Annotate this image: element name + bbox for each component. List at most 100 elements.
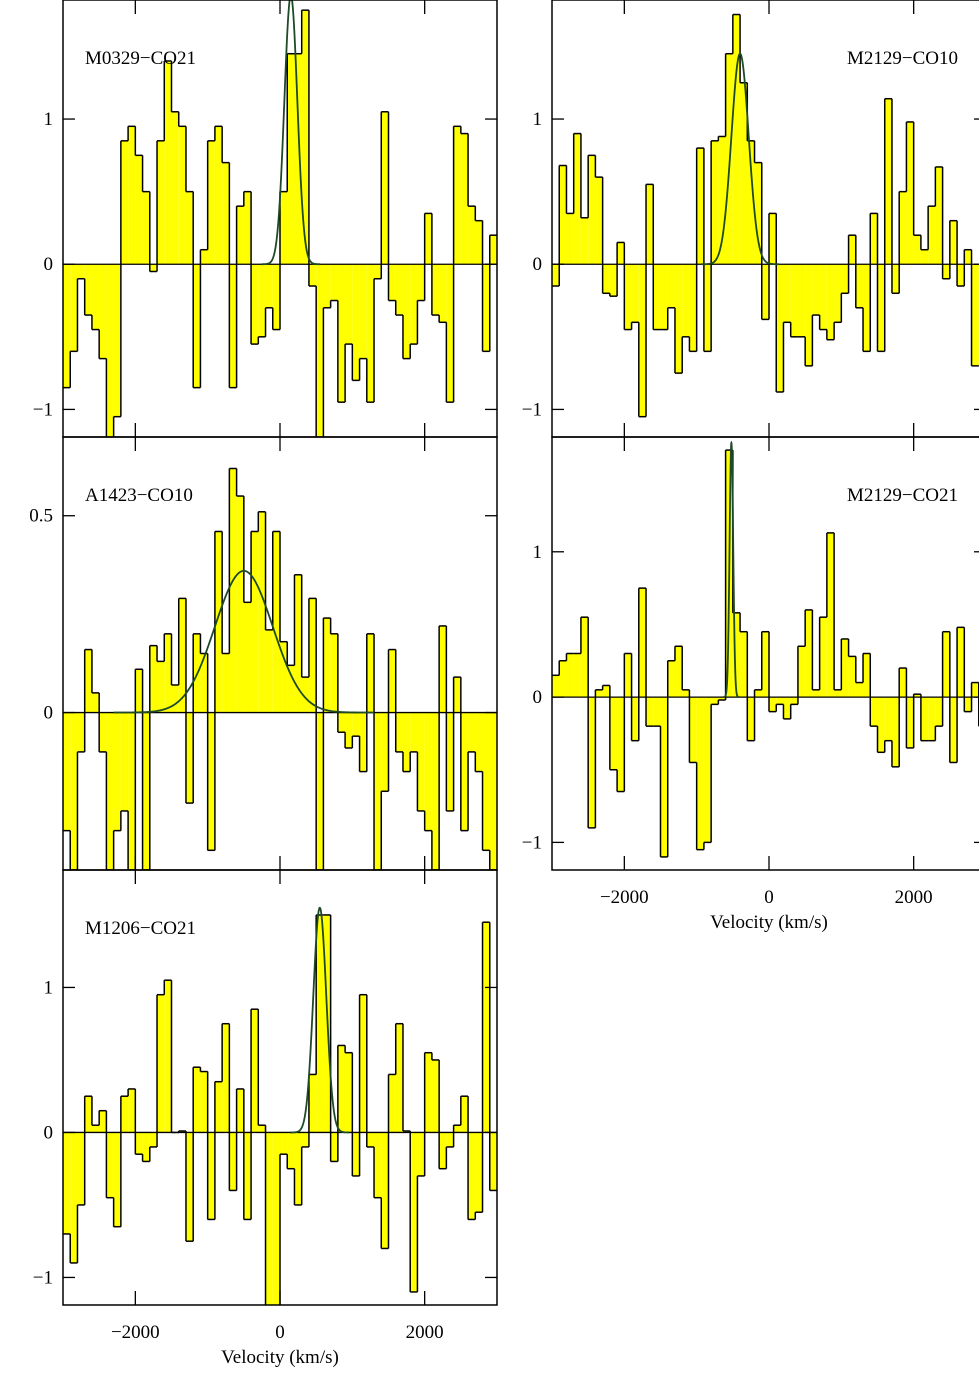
bar xyxy=(164,980,172,1133)
bar xyxy=(631,264,639,323)
bar xyxy=(200,249,208,265)
bar xyxy=(431,1059,440,1133)
bar xyxy=(696,697,704,850)
bar xyxy=(595,689,603,698)
bar xyxy=(330,633,338,713)
bar xyxy=(91,264,100,330)
bar xyxy=(301,1132,309,1147)
bar xyxy=(667,264,675,308)
bar xyxy=(120,712,129,811)
bar xyxy=(826,264,835,340)
bar xyxy=(453,1125,461,1133)
bar xyxy=(316,914,324,1133)
bar xyxy=(395,264,403,316)
bar xyxy=(928,697,936,741)
bar xyxy=(797,264,806,337)
bar xyxy=(703,264,712,352)
bar xyxy=(834,689,842,698)
bar xyxy=(935,697,943,727)
bar xyxy=(316,712,324,870)
y-tick-label: 0 xyxy=(533,254,543,275)
bar xyxy=(366,264,375,403)
bar xyxy=(489,1132,497,1191)
bar xyxy=(468,1132,476,1220)
bar xyxy=(229,264,237,388)
bar xyxy=(964,697,972,712)
bar xyxy=(395,1023,403,1133)
bar xyxy=(337,1045,346,1133)
bar xyxy=(747,697,755,741)
bar xyxy=(446,1132,454,1147)
bar xyxy=(63,264,71,388)
bar xyxy=(891,697,900,767)
panel xyxy=(63,467,497,870)
bar xyxy=(222,162,230,265)
bar xyxy=(446,712,454,811)
bar xyxy=(884,697,892,741)
bar xyxy=(410,712,418,752)
x-tick-label: 0 xyxy=(275,1322,285,1343)
bar xyxy=(388,1074,396,1133)
bar xyxy=(316,264,324,437)
bar xyxy=(609,697,618,770)
bar xyxy=(229,468,237,713)
panel xyxy=(552,440,979,858)
bar xyxy=(834,264,842,323)
bar xyxy=(595,177,603,265)
bar xyxy=(157,994,165,1133)
bar xyxy=(660,264,668,330)
bar xyxy=(214,531,223,713)
gaussian-fit xyxy=(701,52,780,266)
bar xyxy=(323,618,331,713)
bar xyxy=(754,162,762,265)
bar xyxy=(566,213,574,265)
bar xyxy=(899,191,907,265)
bar xyxy=(460,133,469,265)
bar xyxy=(783,697,791,719)
bar xyxy=(236,1088,244,1133)
x-tick-label: 2000 xyxy=(895,887,933,908)
bar xyxy=(747,140,755,265)
panel-label: M2129−CO10 xyxy=(847,48,958,69)
bar xyxy=(142,1132,150,1162)
bar xyxy=(157,140,165,265)
bar xyxy=(374,264,382,279)
bar xyxy=(884,98,892,265)
bar xyxy=(185,1132,194,1242)
bar xyxy=(402,712,411,772)
bar xyxy=(942,264,950,279)
bar xyxy=(848,656,856,698)
bar xyxy=(819,617,827,698)
bar xyxy=(841,638,849,698)
bar xyxy=(294,574,302,713)
bar xyxy=(287,665,295,713)
bar xyxy=(761,631,769,698)
bar xyxy=(797,646,806,698)
x-tick-label: −2000 xyxy=(600,887,649,908)
bar xyxy=(653,264,661,330)
bar xyxy=(301,10,309,265)
x-axis-label: Velocity (km/s) xyxy=(221,1347,339,1368)
bar xyxy=(120,1096,129,1133)
bar xyxy=(957,627,965,698)
bar xyxy=(77,712,85,752)
bar xyxy=(468,206,476,265)
bar xyxy=(214,126,223,265)
bar xyxy=(855,264,864,308)
bar xyxy=(588,155,596,265)
bar xyxy=(935,166,943,265)
bar xyxy=(164,633,172,713)
bar xyxy=(207,712,215,851)
bar xyxy=(135,155,143,265)
bar xyxy=(330,1132,338,1162)
bar xyxy=(142,712,150,870)
bar xyxy=(460,712,469,831)
bar xyxy=(906,121,914,265)
bar xyxy=(769,213,777,265)
bar xyxy=(453,126,461,265)
bar xyxy=(236,206,244,265)
bar xyxy=(402,264,411,359)
bar xyxy=(337,264,346,403)
bar xyxy=(149,1132,158,1147)
bar xyxy=(812,689,820,698)
